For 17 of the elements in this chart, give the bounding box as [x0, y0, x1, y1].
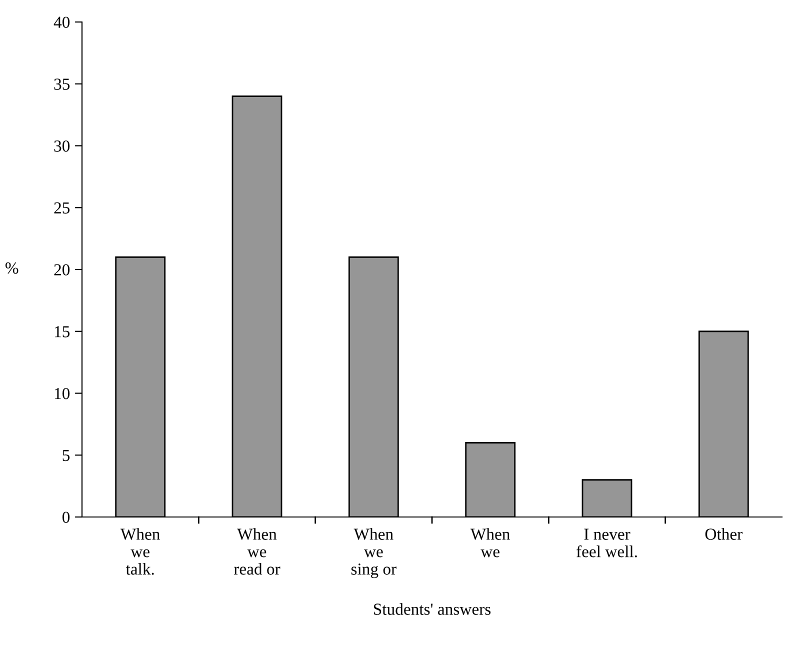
y-tick-label: 0 [62, 512, 70, 523]
x-tick-label: I never feel well. [576, 528, 637, 558]
y-tick-label: 15 [54, 326, 70, 338]
y-tick-label: 20 [54, 264, 70, 276]
y-tick-label: 30 [54, 140, 70, 152]
y-tick-label: 10 [54, 388, 70, 400]
x-axis-title: Students' answers [374, 603, 491, 615]
y-tick-label: 25 [54, 202, 70, 214]
x-tick-label: When we read or [234, 528, 280, 575]
x-tick-label: Other [705, 528, 742, 540]
y-tick-label: 5 [62, 450, 70, 462]
y-axis-title: % [5, 262, 18, 274]
x-tick-label: When we [470, 528, 510, 558]
y-tick-label: 40 [54, 16, 70, 28]
y-tick-label: 35 [54, 78, 70, 90]
x-tick-label: When we talk. [120, 528, 160, 575]
x-tick-label: When we sing or [351, 528, 396, 578]
